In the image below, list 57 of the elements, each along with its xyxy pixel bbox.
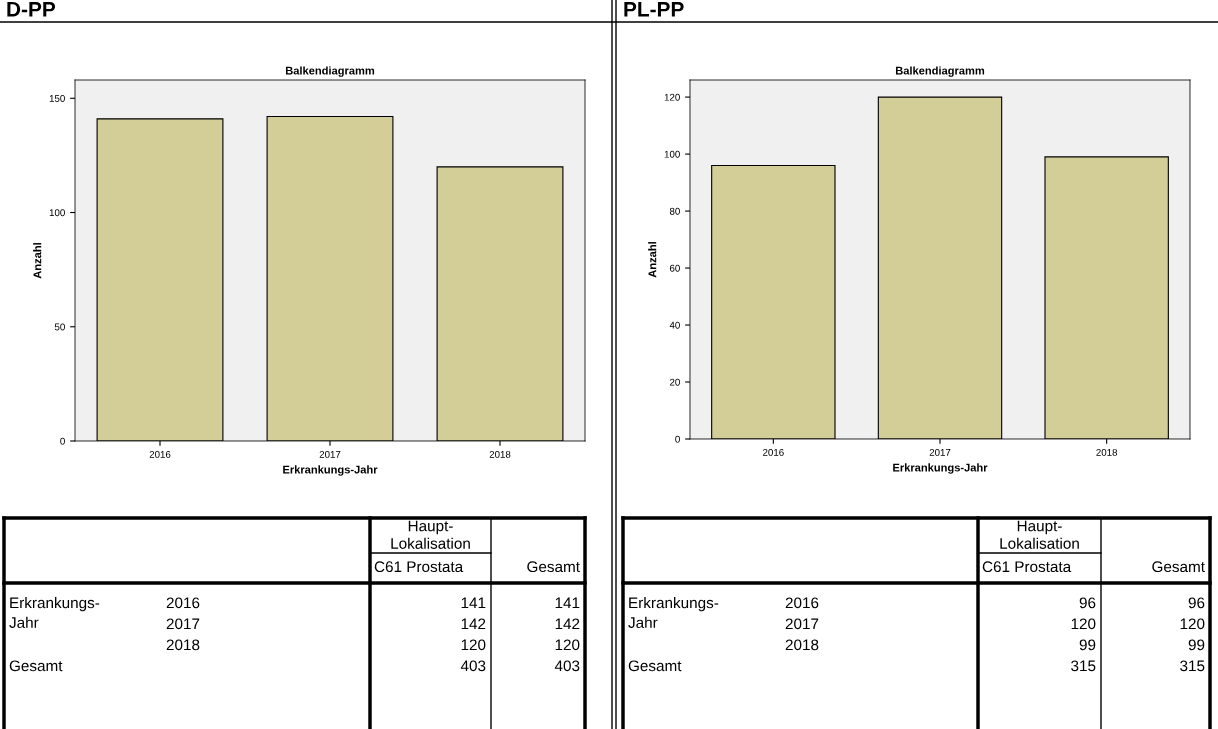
text: 141 xyxy=(555,597,580,609)
x-tick-label: 2016 xyxy=(149,450,171,458)
text: 142 xyxy=(461,618,486,630)
y-axis-title: Anzahl xyxy=(648,242,657,278)
chart-subtitle: Balkendiagramm xyxy=(895,66,985,77)
x-tick-label: 2016 xyxy=(763,448,784,456)
x-axis-title: Erkrankungs-Jahr xyxy=(893,463,988,474)
y-tick-label: 0 xyxy=(675,435,680,443)
y-tick-label: 0 xyxy=(60,437,65,445)
text: 99 xyxy=(1188,639,1205,651)
text: Erkrankungs- Jahr xyxy=(9,597,100,628)
text: 120 xyxy=(555,639,580,651)
text: C61 Prostata xyxy=(374,561,464,573)
y-tick-label: 150 xyxy=(49,95,65,102)
text: 99 xyxy=(1079,639,1096,651)
y-tick-label: 100 xyxy=(664,150,680,158)
text: Erkrankungs- Jahr xyxy=(628,597,719,628)
y-tick-label: 50 xyxy=(54,323,65,331)
y-tick-label: 80 xyxy=(669,207,680,215)
x-tick-label: 2017 xyxy=(929,448,951,456)
category-label: 2016 xyxy=(166,597,200,609)
y-axis-title: Anzahl xyxy=(33,243,42,279)
text: 403 xyxy=(460,660,486,672)
text: 403 xyxy=(554,660,580,672)
category-label: 2017 xyxy=(166,618,200,630)
x-tick-label: 2018 xyxy=(489,450,511,458)
category-label: 2018 xyxy=(166,639,200,651)
chart-title: PL-PP xyxy=(624,2,684,17)
x-axis-title: Erkrankungs-Jahr xyxy=(283,465,378,476)
text: 315 xyxy=(1180,660,1205,672)
text: Haupt- Lokalisation xyxy=(1000,520,1079,549)
text: 96 xyxy=(1079,597,1096,609)
text: Gesamt xyxy=(1152,561,1205,573)
category-label: 2018 xyxy=(785,639,819,651)
y-tick-label: 40 xyxy=(669,321,680,329)
y-tick-label: 120 xyxy=(664,93,680,101)
y-tick-label: 20 xyxy=(669,378,680,386)
text: 96 xyxy=(1188,597,1205,609)
category-label: 2016 xyxy=(785,597,819,609)
text: Gesamt xyxy=(527,561,580,573)
text: Gesamt xyxy=(9,660,63,672)
category-label: 2017 xyxy=(785,618,819,630)
text: 141 xyxy=(461,597,486,609)
text: 120 xyxy=(461,639,486,651)
y-tick-label: 100 xyxy=(49,209,65,217)
text: 120 xyxy=(1180,618,1205,630)
text: Gesamt xyxy=(628,660,682,672)
text: 142 xyxy=(555,618,580,630)
x-tick-label: 2018 xyxy=(1096,448,1118,456)
y-tick-label: 60 xyxy=(669,264,680,272)
text: 315 xyxy=(1071,660,1096,672)
text: C61 Prostata xyxy=(982,561,1072,573)
chart-subtitle: Balkendiagramm xyxy=(285,66,375,77)
text: Haupt- Lokalisation xyxy=(391,520,470,549)
text: 120 xyxy=(1071,618,1096,630)
chart-title: D-PP xyxy=(7,2,56,17)
x-tick-label: 2017 xyxy=(319,450,341,458)
